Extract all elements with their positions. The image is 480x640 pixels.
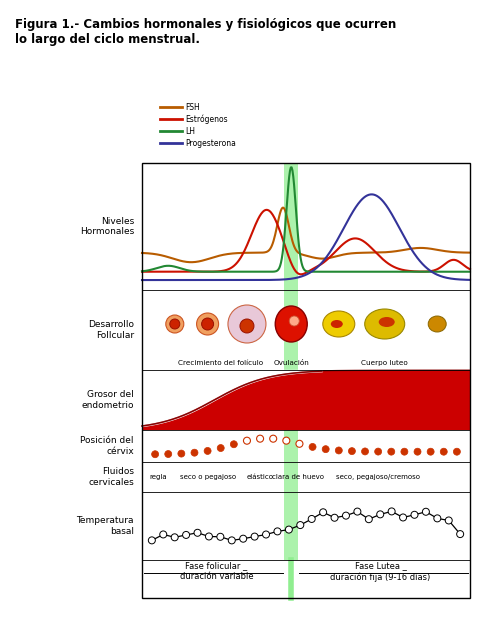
Bar [284, 430, 298, 462]
Circle shape [440, 448, 447, 455]
Circle shape [240, 535, 247, 542]
Circle shape [377, 511, 384, 518]
Text: elástico: elástico [247, 474, 274, 480]
Circle shape [388, 448, 395, 455]
Circle shape [342, 512, 349, 519]
Text: clara de huevo: clara de huevo [272, 474, 324, 480]
Circle shape [204, 447, 211, 454]
Text: Grosor del
endometrio: Grosor del endometrio [82, 390, 134, 410]
Text: Figura 1.- Cambios hormonales y fisiológicos que ocurren
lo largo del ciclo mens: Figura 1.- Cambios hormonales y fisiológ… [15, 18, 396, 46]
Circle shape [331, 515, 338, 521]
Text: LH: LH [185, 127, 195, 136]
Circle shape [194, 529, 201, 536]
Circle shape [152, 451, 158, 458]
Circle shape [230, 441, 237, 448]
Ellipse shape [170, 319, 180, 329]
Circle shape [274, 528, 281, 535]
Circle shape [243, 437, 251, 444]
Circle shape [422, 508, 430, 515]
Bar [142, 370, 470, 430]
Text: Fase folicular _: Fase folicular _ [185, 561, 248, 570]
Circle shape [205, 533, 213, 540]
Circle shape [251, 533, 258, 540]
Circle shape [297, 522, 304, 529]
Circle shape [365, 516, 372, 523]
Text: Fluidos
cervicales: Fluidos cervicales [88, 467, 134, 486]
Circle shape [165, 451, 172, 458]
Circle shape [182, 531, 190, 538]
Circle shape [228, 537, 235, 544]
Text: Fase Lutea _: Fase Lutea _ [355, 561, 407, 570]
Bar [142, 163, 470, 598]
Ellipse shape [323, 311, 355, 337]
Text: Cuerpo luteo: Cuerpo luteo [361, 360, 408, 366]
Text: duración fija (9-16 días): duración fija (9-16 días) [331, 572, 431, 582]
Text: Progesterona: Progesterona [185, 138, 236, 147]
Circle shape [354, 508, 361, 515]
Circle shape [388, 508, 395, 515]
Circle shape [454, 448, 460, 455]
Ellipse shape [289, 316, 299, 326]
Circle shape [427, 448, 434, 455]
Ellipse shape [365, 309, 405, 339]
Ellipse shape [197, 313, 218, 335]
Circle shape [191, 449, 198, 456]
Text: Niveles
Hormonales: Niveles Hormonales [80, 217, 134, 236]
Bar [284, 290, 298, 370]
Ellipse shape [228, 305, 266, 343]
Ellipse shape [240, 319, 254, 333]
Circle shape [411, 511, 418, 518]
Bar [284, 163, 298, 290]
Circle shape [283, 437, 290, 444]
Text: seco o pegajoso: seco o pegajoso [180, 474, 236, 480]
Circle shape [309, 444, 316, 451]
Text: duración variable: duración variable [180, 572, 253, 581]
Bar [284, 492, 298, 560]
Circle shape [414, 448, 421, 455]
Text: Temperatura
basal: Temperatura basal [76, 516, 134, 536]
Circle shape [308, 515, 315, 522]
Circle shape [160, 531, 167, 538]
Circle shape [445, 517, 452, 524]
Circle shape [257, 435, 264, 442]
Circle shape [336, 447, 342, 454]
Circle shape [148, 537, 156, 544]
Bar [284, 462, 298, 492]
Circle shape [263, 531, 270, 538]
Bar [284, 370, 298, 430]
Ellipse shape [428, 316, 446, 332]
Circle shape [361, 448, 369, 455]
Text: seco, pegajoso/cremoso: seco, pegajoso/cremoso [336, 474, 420, 480]
Circle shape [320, 509, 326, 516]
Text: Ovulación: Ovulación [274, 360, 309, 366]
Circle shape [322, 445, 329, 452]
Text: Crecimiento del folículo: Crecimiento del folículo [178, 360, 264, 366]
Circle shape [456, 531, 464, 538]
Text: regla: regla [150, 474, 167, 480]
Circle shape [296, 440, 303, 447]
Circle shape [348, 447, 355, 454]
Text: Estrógenos: Estrógenos [185, 115, 228, 124]
Circle shape [375, 448, 382, 455]
Text: Desarrollo
Follcular: Desarrollo Follcular [88, 320, 134, 340]
Circle shape [178, 450, 185, 457]
Text: FSH: FSH [185, 102, 200, 111]
Circle shape [401, 448, 408, 455]
Ellipse shape [166, 315, 184, 333]
Ellipse shape [331, 320, 343, 328]
Text: Posición del
cérvix: Posición del cérvix [81, 436, 134, 456]
Circle shape [399, 514, 407, 521]
Ellipse shape [379, 317, 395, 327]
Circle shape [217, 533, 224, 540]
Circle shape [286, 526, 292, 533]
Ellipse shape [202, 318, 214, 330]
Circle shape [434, 515, 441, 522]
Circle shape [217, 445, 224, 452]
Circle shape [270, 435, 276, 442]
Circle shape [171, 534, 178, 541]
Ellipse shape [275, 306, 307, 342]
